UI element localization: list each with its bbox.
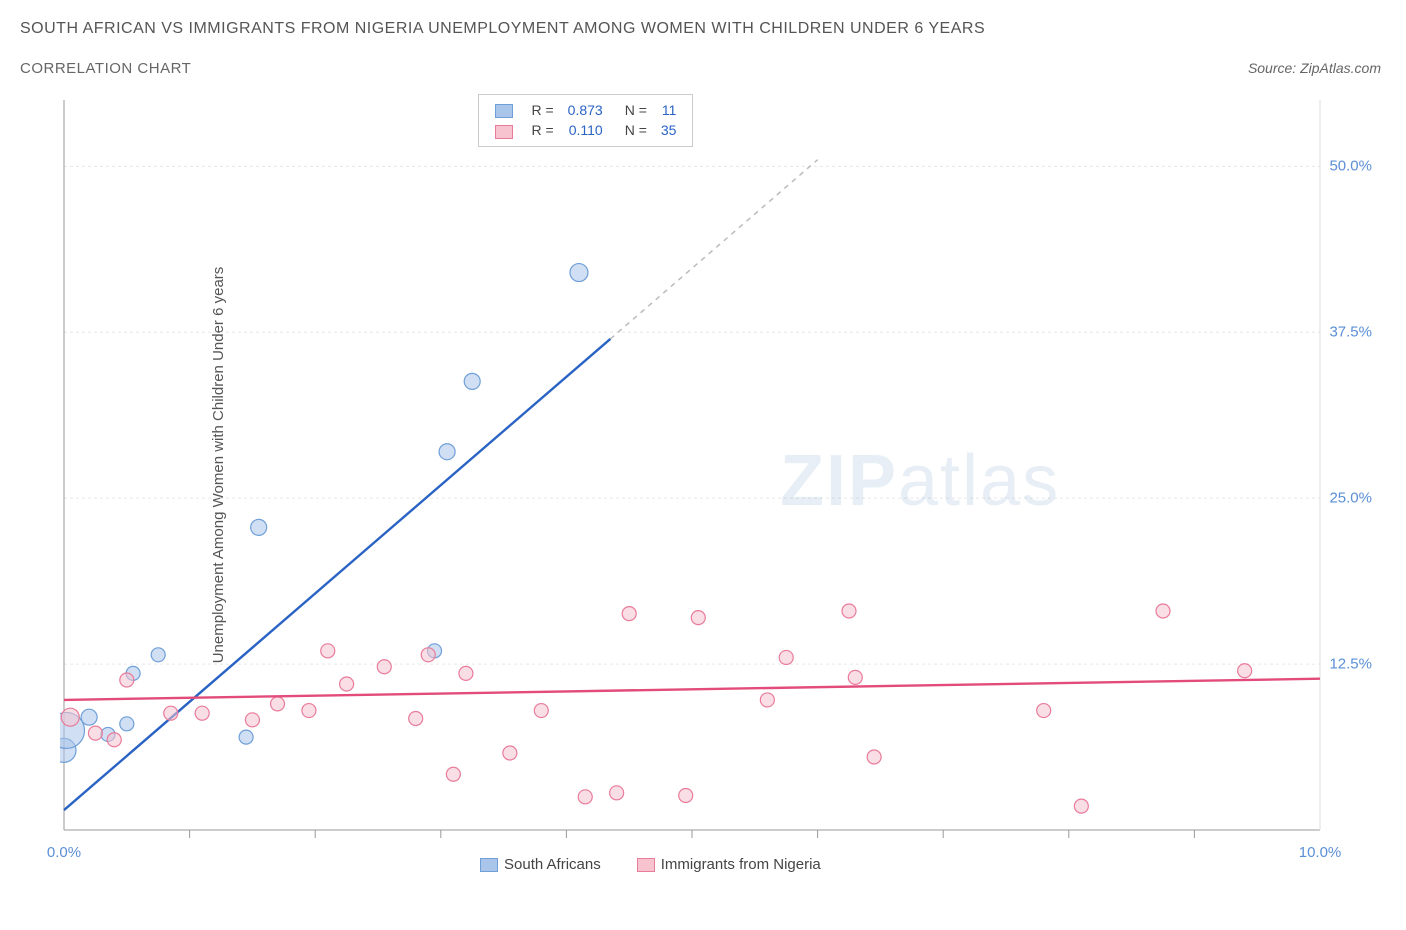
correlation-stats-legend: R =0.873N =11R =0.110N =35 (478, 94, 693, 147)
source-label: Source: ZipAtlas.com (1248, 60, 1381, 76)
legend-swatch-icon (480, 858, 498, 872)
correlation-chart: ZIPatlas R =0.873N =11R =0.110N =35 Sout… (60, 90, 1380, 870)
legend-stat-row: R =0.110N =35 (489, 121, 682, 139)
legend-swatch-icon (637, 858, 655, 872)
legend-stat-row: R =0.873N =11 (489, 101, 682, 119)
chart-svg (60, 90, 1380, 870)
n-value: 11 (655, 101, 683, 119)
legend-swatch (489, 101, 523, 119)
page-title-line1: SOUTH AFRICAN VS IMMIGRANTS FROM NIGERIA… (20, 20, 985, 38)
legend-item-label: Immigrants from Nigeria (661, 856, 821, 873)
n-label: N = (611, 101, 653, 119)
page-title-line2: CORRELATION CHART (20, 60, 191, 77)
x-tick-label: 10.0% (1299, 844, 1342, 861)
legend-item: South Africans (480, 856, 601, 873)
y-tick-label: 50.0% (1329, 158, 1372, 175)
legend-item-label: South Africans (504, 856, 601, 873)
series-legend: South Africans Immigrants from Nigeria (480, 856, 857, 873)
r-label: R = (525, 121, 559, 139)
y-tick-label: 12.5% (1329, 656, 1372, 673)
r-label: R = (525, 101, 559, 119)
r-value: 0.873 (562, 101, 609, 119)
legend-swatch (489, 121, 523, 139)
x-tick-label: 0.0% (47, 844, 81, 861)
legend-item: Immigrants from Nigeria (637, 856, 821, 873)
y-tick-label: 25.0% (1329, 490, 1372, 507)
r-value: 0.110 (562, 121, 609, 139)
n-value: 35 (655, 121, 683, 139)
y-tick-label: 37.5% (1329, 324, 1372, 341)
n-label: N = (611, 121, 653, 139)
